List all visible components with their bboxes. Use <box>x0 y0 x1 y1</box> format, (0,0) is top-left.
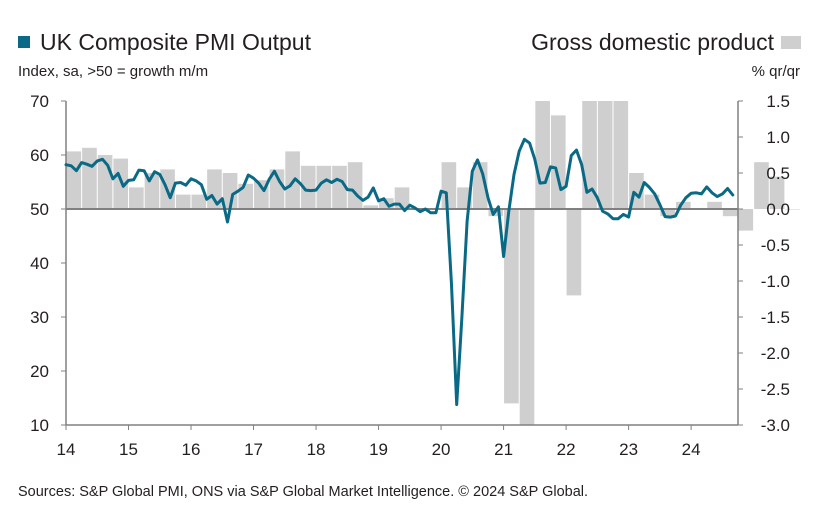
x-tick-label: 21 <box>494 440 513 459</box>
x-tick-label: 24 <box>682 440 701 459</box>
gdp-legend-swatch <box>781 36 801 49</box>
gdp-bar <box>738 209 754 231</box>
right-tick-label: -3.0 <box>761 416 790 435</box>
x-tick-label: 22 <box>557 440 576 459</box>
left-tick-label: 20 <box>30 362 49 381</box>
x-tick-label: 20 <box>432 440 451 459</box>
gdp-bar <box>347 162 363 209</box>
pmi-series-line <box>64 137 735 406</box>
gdp-bar <box>332 165 347 209</box>
gdp-bar <box>129 187 144 209</box>
right-tick-label: 1.5 <box>766 92 790 111</box>
gdp-bar <box>191 194 207 209</box>
right-tick-label: -0.5 <box>761 236 790 255</box>
left-tick-label: 70 <box>30 92 49 111</box>
left-axis-subtitle: Index, sa, >50 = growth m/m <box>18 63 208 80</box>
right-tick-label: 0.0 <box>766 200 790 219</box>
pmi-legend-swatch <box>18 36 30 48</box>
gdp-bar <box>707 201 722 209</box>
right-tick-label: -1.5 <box>761 308 790 327</box>
gdp-bar <box>66 151 82 209</box>
gdp-bar <box>300 165 316 209</box>
gdp-bar <box>207 169 222 209</box>
gdp-bar <box>722 209 738 217</box>
right-tick-label: -1.0 <box>761 272 790 291</box>
pmi-legend-label: UK Composite PMI Output <box>40 29 312 55</box>
left-tick-label: 40 <box>30 254 49 273</box>
gdp-bar <box>597 101 613 209</box>
plot-area: 70 60 50 40 30 20 10 1.5 1.0 0.5 0.0 -0.5 -1.0 -1.5 -2… <box>30 92 801 459</box>
gdp-bar <box>660 209 675 217</box>
gdp-bar <box>769 176 785 209</box>
x-tick-label: 15 <box>119 440 138 459</box>
right-tick-label: -2.0 <box>761 344 790 363</box>
gdp-bar <box>754 162 769 209</box>
gdp-bar <box>566 209 582 296</box>
gdp-bar <box>441 162 457 209</box>
left-tick-label: 50 <box>30 200 49 219</box>
gdp-bar <box>785 209 801 210</box>
gdp-bar <box>675 201 691 209</box>
x-tick-label: 17 <box>244 440 263 459</box>
x-tick-label: 16 <box>182 440 201 459</box>
gdp-bar <box>316 165 332 209</box>
right-tick-label: 1.0 <box>766 128 790 147</box>
gdp-bar <box>504 209 519 404</box>
gdp-bar <box>363 205 379 209</box>
gdp-bar <box>613 101 629 209</box>
x-tick-label: 23 <box>619 440 638 459</box>
x-tick-label: 18 <box>307 440 326 459</box>
gdp-legend-label: Gross domestic product <box>531 29 774 55</box>
right-axis-subtitle: % qr/qr <box>752 63 800 80</box>
left-tick-label: 30 <box>30 308 49 327</box>
gdp-bar <box>222 173 238 209</box>
source-note: Sources: S&P Global PMI, ONS via S&P Glo… <box>18 484 588 500</box>
gdp-bar <box>550 115 566 209</box>
gdp-bar <box>519 209 535 425</box>
left-tick-label: 60 <box>30 146 49 165</box>
x-tick-label: 19 <box>369 440 388 459</box>
right-tick-label: -2.5 <box>761 380 790 399</box>
gdp-bar <box>535 101 550 209</box>
gdp-bar <box>82 147 97 209</box>
left-tick-label: 10 <box>30 416 49 435</box>
gdp-bar <box>269 169 285 209</box>
x-tick-label: 14 <box>57 440 76 459</box>
right-tick-label: 0.5 <box>766 164 790 183</box>
gdp-bar <box>238 183 254 209</box>
gdp-bar <box>175 194 191 209</box>
